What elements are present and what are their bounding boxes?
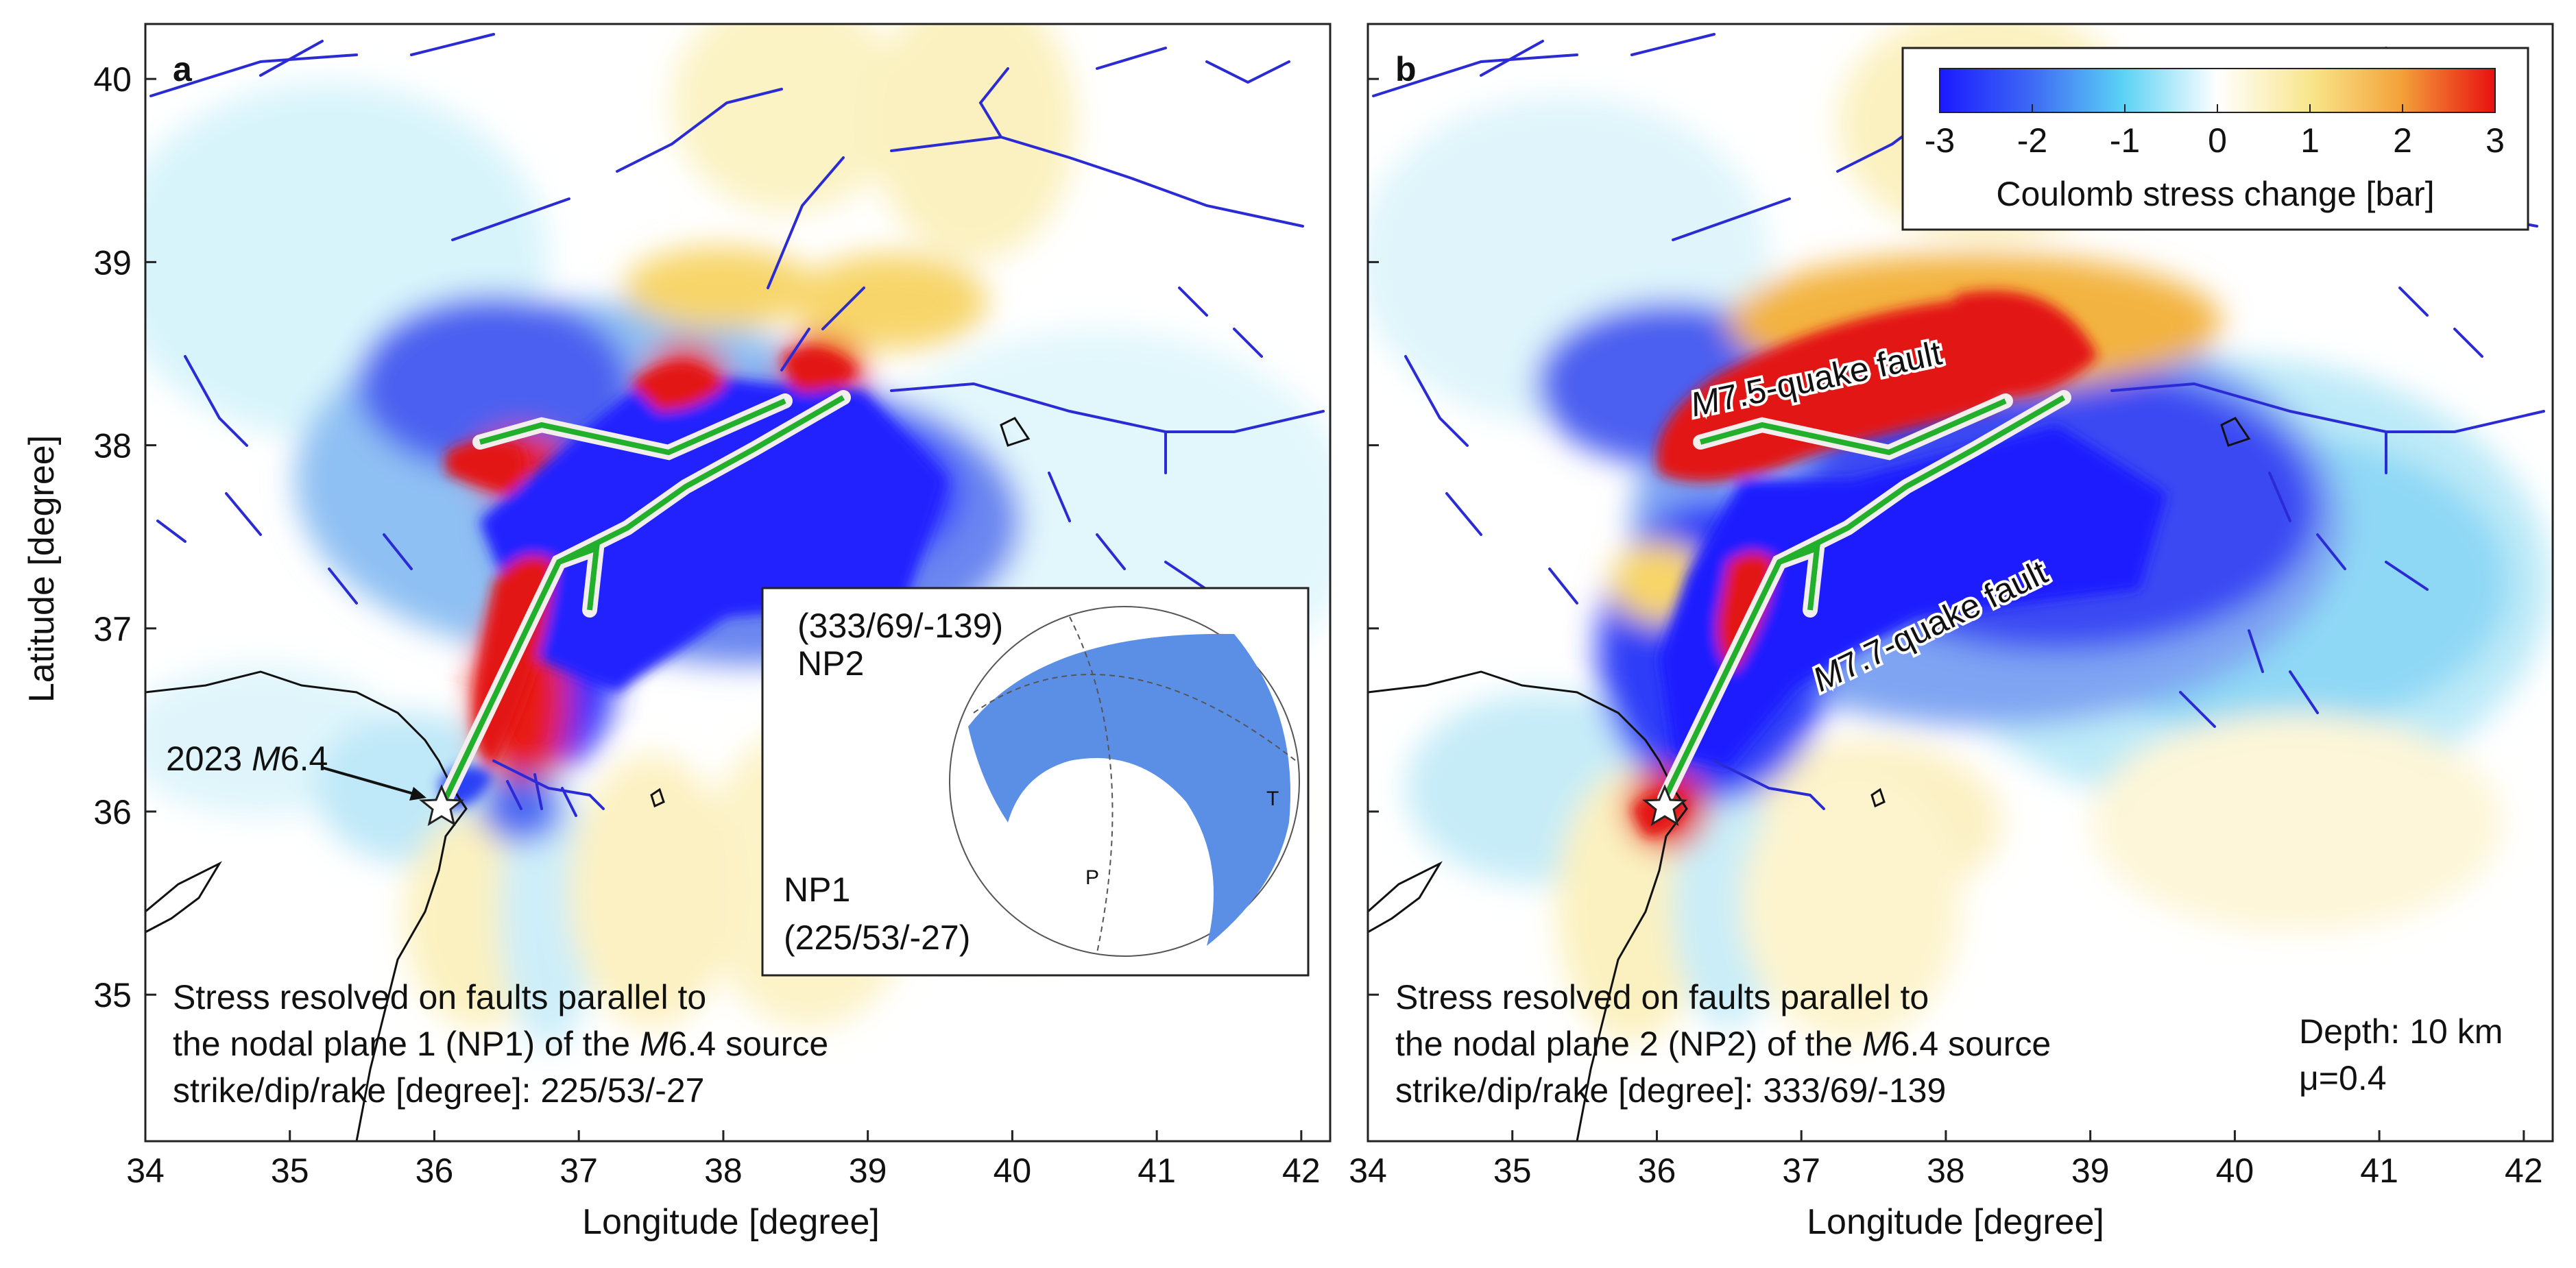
epicenter-star-a	[419, 784, 464, 827]
event-arrow	[322, 766, 419, 796]
annotation-b-line1: Stress resolved on faults parallel to	[1395, 978, 1929, 1016]
np2-parameters: (333/69/-139)	[797, 607, 1003, 645]
colorbar-tick-label: 2	[2393, 121, 2412, 160]
beachball-compressional	[968, 633, 1291, 946]
x-tick-label-a: 41	[1137, 1151, 1176, 1190]
y-axis-label: Latitude [degree]	[22, 435, 62, 703]
colorbar-tick-label: 3	[2485, 121, 2505, 160]
x-tick-label-a: 34	[126, 1151, 165, 1190]
map-frame-a	[144, 23, 1332, 1143]
y-tick-label: 40	[93, 60, 132, 99]
event-arrowhead	[409, 787, 426, 801]
x-tick-label-a: 35	[271, 1151, 309, 1190]
rupture-traces-b	[1657, 390, 2071, 806]
x-tick-label-b: 34	[1349, 1151, 1387, 1190]
fault-traces-a	[149, 33, 1325, 817]
colorbar-title: Coulomb stress change [bar]	[1996, 175, 2434, 213]
map-panel-b: b M7.5-quake fault M7.5-quake fault M7.7…	[1367, 23, 2554, 1143]
annotation-a-line1: Stress resolved on faults parallel to	[173, 978, 706, 1016]
annotation-a-line2: the nodal plane 1 (NP1) of the M6.4 sour…	[173, 1025, 828, 1063]
x-tick-label-a: 37	[559, 1151, 598, 1190]
x-tick-label-a: 38	[704, 1151, 743, 1190]
y-tick-label: 37	[93, 610, 132, 648]
x-tick-label-b: 40	[2216, 1151, 2254, 1190]
p-axis-label: P	[1085, 866, 1099, 889]
panel-label-a: a	[173, 50, 193, 88]
panel-label-b: b	[1395, 50, 1417, 88]
annotation-a-line3: strike/dip/rake [degree]: 225/53/-27	[173, 1071, 704, 1110]
colorbar-tick-label: 0	[2208, 121, 2227, 160]
colorbar-tick-label: -2	[2017, 121, 2047, 160]
y-tick-label: 36	[93, 793, 132, 831]
x-tick-label-b: 42	[2505, 1151, 2543, 1190]
y-tick-label: 38	[93, 427, 132, 465]
colorbar-tick-label: -1	[2110, 121, 2140, 160]
t-axis-label: T	[1266, 788, 1279, 810]
np1-parameters: (225/53/-27)	[784, 918, 970, 957]
np1-label: NP1	[784, 870, 850, 909]
x-axis-label-b: Longitude [degree]	[1807, 1202, 2104, 1242]
y-tick-label: 35	[93, 976, 132, 1014]
event-label: 2023 M6.4	[166, 740, 328, 778]
map-panel-a: a 2023 M6.4 (333/69/-139) NP2 NP1 (225/5…	[144, 23, 1332, 1143]
x-tick-label-a: 36	[416, 1151, 454, 1190]
np2-label: NP2	[797, 644, 864, 683]
x-tick-label-a: 40	[994, 1151, 1032, 1190]
y-tick-label: 39	[93, 243, 132, 282]
x-tick-label-a: 39	[849, 1151, 887, 1190]
annotation-b-line2: the nodal plane 2 (NP2) of the M6.4 sour…	[1395, 1025, 2051, 1063]
map-frame-b	[1367, 23, 2554, 1143]
colorbar-ticks: -3 -2 -1 0 1 2 3	[1925, 104, 2505, 160]
x-tick-label-b: 36	[1638, 1151, 1676, 1190]
axes-a: 34 35 36 37 38 39 40 41 42 40 39 38 37 36 35	[93, 60, 1320, 1190]
x-tick-label-b: 35	[1493, 1151, 1532, 1190]
colorbar-tick-label: 1	[2300, 121, 2320, 160]
colorbar: -3 -2 -1 0 1 2 3 Coulomb stress change [bar]	[1901, 47, 2529, 231]
epicenter-star-b	[1642, 784, 1687, 827]
colorbar-tick-label: -3	[1925, 121, 1955, 160]
depth-label: Depth: 10 km	[2299, 1012, 2503, 1051]
x-tick-label-b: 39	[2071, 1151, 2110, 1190]
x-axis-label-a: Longitude [degree]	[582, 1202, 880, 1242]
x-tick-label-a: 42	[1282, 1151, 1321, 1190]
annotation-b-line3: strike/dip/rake [degree]: 333/69/-139	[1395, 1071, 1946, 1110]
inset-focal-mechanism: (333/69/-139) NP2 NP1 (225/53/-27) P T	[761, 587, 1310, 977]
x-tick-label-b: 38	[1927, 1151, 1965, 1190]
rupture-traces-a	[438, 390, 851, 806]
x-tick-label-b: 41	[2360, 1151, 2398, 1190]
axes-b: 34 35 36 37 38 39 40 41 42	[1349, 77, 2543, 1190]
friction-label: μ=0.4	[2299, 1059, 2387, 1097]
x-tick-label-b: 37	[1782, 1151, 1820, 1190]
